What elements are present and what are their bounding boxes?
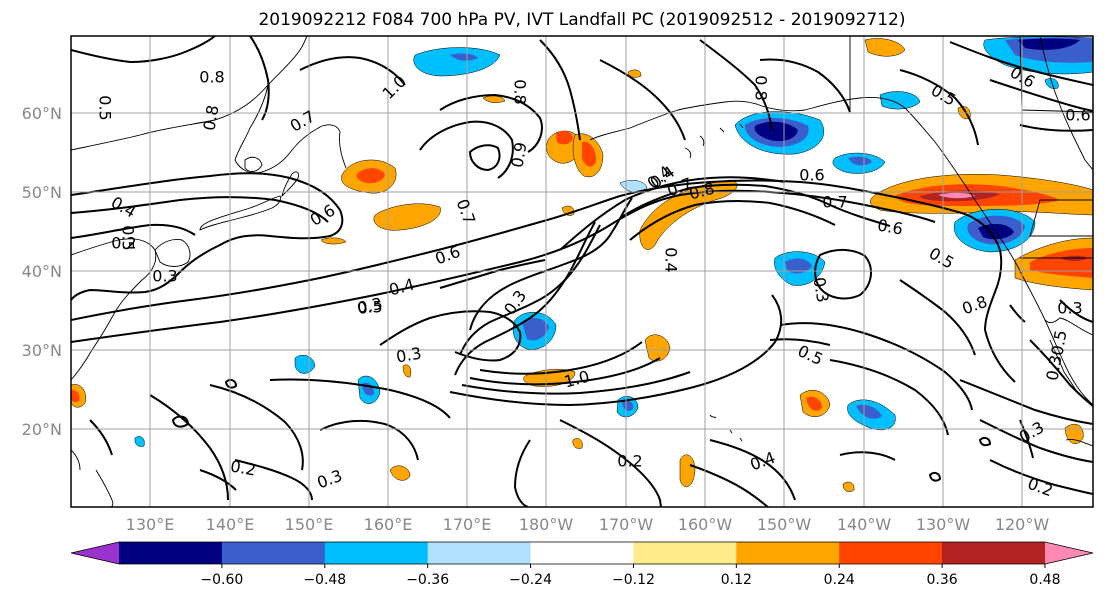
- colorbar-segment: [633, 542, 737, 564]
- colorbar-segment: [839, 542, 943, 564]
- longitude-labels: 130°E 140°E 150°E 160°E 170°E 180°W 170°W 160°W…: [126, 515, 1050, 534]
- latitude-label: 30°N: [22, 341, 62, 360]
- longitude-label: 130°W: [916, 515, 971, 534]
- latitude-label: 50°N: [22, 183, 62, 202]
- pv-negative-anomaly: [848, 156, 872, 166]
- colorbar-tick-label: 0.36: [927, 572, 958, 588]
- pv-negative-anomaly: [754, 121, 798, 142]
- latitude-labels: 60°N 50°N 40°N 30°N 20°N: [22, 104, 62, 439]
- colorbar-tick-label: 0.12: [721, 572, 752, 588]
- contour-label: 0.3: [152, 267, 177, 286]
- longitude-label: 160°W: [678, 515, 733, 534]
- longitude-label: 130°E: [126, 515, 175, 534]
- pv-positive-anomaly: [864, 38, 906, 57]
- contour-label: 0.5: [357, 298, 382, 317]
- pv-positive-anomaly: [582, 141, 597, 167]
- contour-label: 0.5: [1047, 329, 1070, 357]
- colorbar-extension-low: [71, 542, 119, 564]
- graticule: [71, 36, 1093, 507]
- colorbar-tick-label: −0.48: [303, 572, 346, 588]
- pv-positive-anomaly: [402, 364, 412, 378]
- contour-label: 0.8: [199, 104, 222, 132]
- colorbar: −0.60 −0.48 −0.36 −0.24 −0.12 0.12 0.24 0.36 0.4…: [70, 541, 1094, 588]
- pv-negative-anomaly: [134, 436, 145, 447]
- latitude-label: 20°N: [22, 420, 62, 439]
- map-panel: 0.80.5 0.8 0.71.0 0.80.60.90.70.40.50.40.20…: [70, 35, 1094, 508]
- colorbar-tick-label: −0.24: [509, 572, 552, 588]
- longitude-label: 180°W: [519, 515, 574, 534]
- longitude-label: 170°E: [443, 515, 492, 534]
- colorbar-extension-high: [1045, 542, 1093, 564]
- contour-label: 0.2: [229, 456, 257, 479]
- longitude-label: 120°W: [995, 515, 1050, 534]
- contour-label: 0.6: [799, 166, 824, 185]
- pv-positive-anomaly: [572, 438, 583, 449]
- pv-negative-anomaly: [622, 400, 634, 411]
- contour-label: 0.5: [96, 95, 115, 120]
- contour-label: 0.6: [876, 215, 904, 238]
- contour-label: 0.2: [617, 452, 642, 471]
- contour-label: 0.8: [511, 79, 530, 104]
- colorbar-segment: [736, 542, 840, 564]
- colorbar-tick-label: −0.60: [200, 572, 243, 588]
- contour-label: 0.5: [119, 225, 138, 250]
- longitude-label: 150°W: [757, 515, 812, 534]
- pv-positive-anomaly: [556, 130, 573, 145]
- pv-negative-anomaly: [879, 91, 921, 110]
- latitude-label: 60°N: [22, 104, 62, 123]
- contour-label: 0.3: [1057, 299, 1082, 318]
- contour-label: 0.6: [1065, 106, 1090, 125]
- pv-positive-anomaly: [389, 465, 411, 481]
- latitude-label: 40°N: [22, 262, 62, 281]
- pv-contours: [71, 36, 1093, 507]
- colorbar-tick-label: −0.36: [406, 572, 449, 588]
- longitude-label: 140°W: [837, 515, 892, 534]
- pv-positive-anomaly: [938, 192, 975, 199]
- longitude-label: 140°E: [206, 515, 255, 534]
- contour-label: 0.3: [1042, 354, 1065, 382]
- pv-negative-anomaly: [522, 317, 549, 341]
- colorbar-segment: [427, 542, 532, 564]
- pv-positive-anomaly: [71, 389, 80, 402]
- map-frame: [70, 35, 1094, 508]
- pv-positive-anomaly: [356, 168, 385, 184]
- map-title: 2019092212 F084 700 hPa PV, IVT Landfall…: [258, 10, 905, 30]
- colorbar-tick-label: −0.12: [612, 572, 655, 588]
- longitude-label: 160°E: [364, 515, 413, 534]
- colorbar-tick-label: 0.24: [824, 572, 855, 588]
- colorbar-segment: [119, 542, 223, 564]
- pv-negative-anomaly: [785, 258, 812, 274]
- contour-label: 0.8: [199, 68, 224, 87]
- contour-label: 0.4: [662, 247, 681, 272]
- contour-label: 0.8: [752, 75, 771, 100]
- contour-label: 0.3: [395, 343, 423, 366]
- colorbar-tick-label: 0.48: [1029, 572, 1060, 588]
- pv-positive-anomaly: [842, 481, 855, 492]
- pv-negative-anomaly: [619, 180, 648, 193]
- contour-label: 0.3: [809, 276, 832, 304]
- contour-label: 0.9: [507, 141, 530, 169]
- pv-negative-anomaly: [1044, 78, 1059, 89]
- pv-negative-anomaly: [856, 404, 882, 419]
- colorbar-segment: [530, 542, 634, 564]
- colorbar-outline: [70, 541, 1094, 565]
- pv-negative-anomaly: [1018, 38, 1080, 50]
- colorbar-segment: [324, 542, 429, 564]
- colorbar-segment: [221, 542, 326, 564]
- contour-label: 0.7: [822, 193, 847, 212]
- colorbar-segment: [942, 542, 1046, 564]
- pv-negative-anomaly: [450, 53, 478, 61]
- pv-positive-anomaly: [679, 454, 696, 488]
- pv-positive-anomaly: [320, 237, 347, 245]
- pv-positive-anomaly: [373, 203, 441, 231]
- pv-negative-anomaly: [294, 355, 316, 374]
- pv-positive-anomaly: [806, 396, 822, 411]
- longitude-label: 170°W: [599, 515, 654, 534]
- contour-label: 0.2: [111, 234, 136, 253]
- pv-negative-anomaly: [413, 47, 501, 77]
- longitude-label: 150°E: [285, 515, 334, 534]
